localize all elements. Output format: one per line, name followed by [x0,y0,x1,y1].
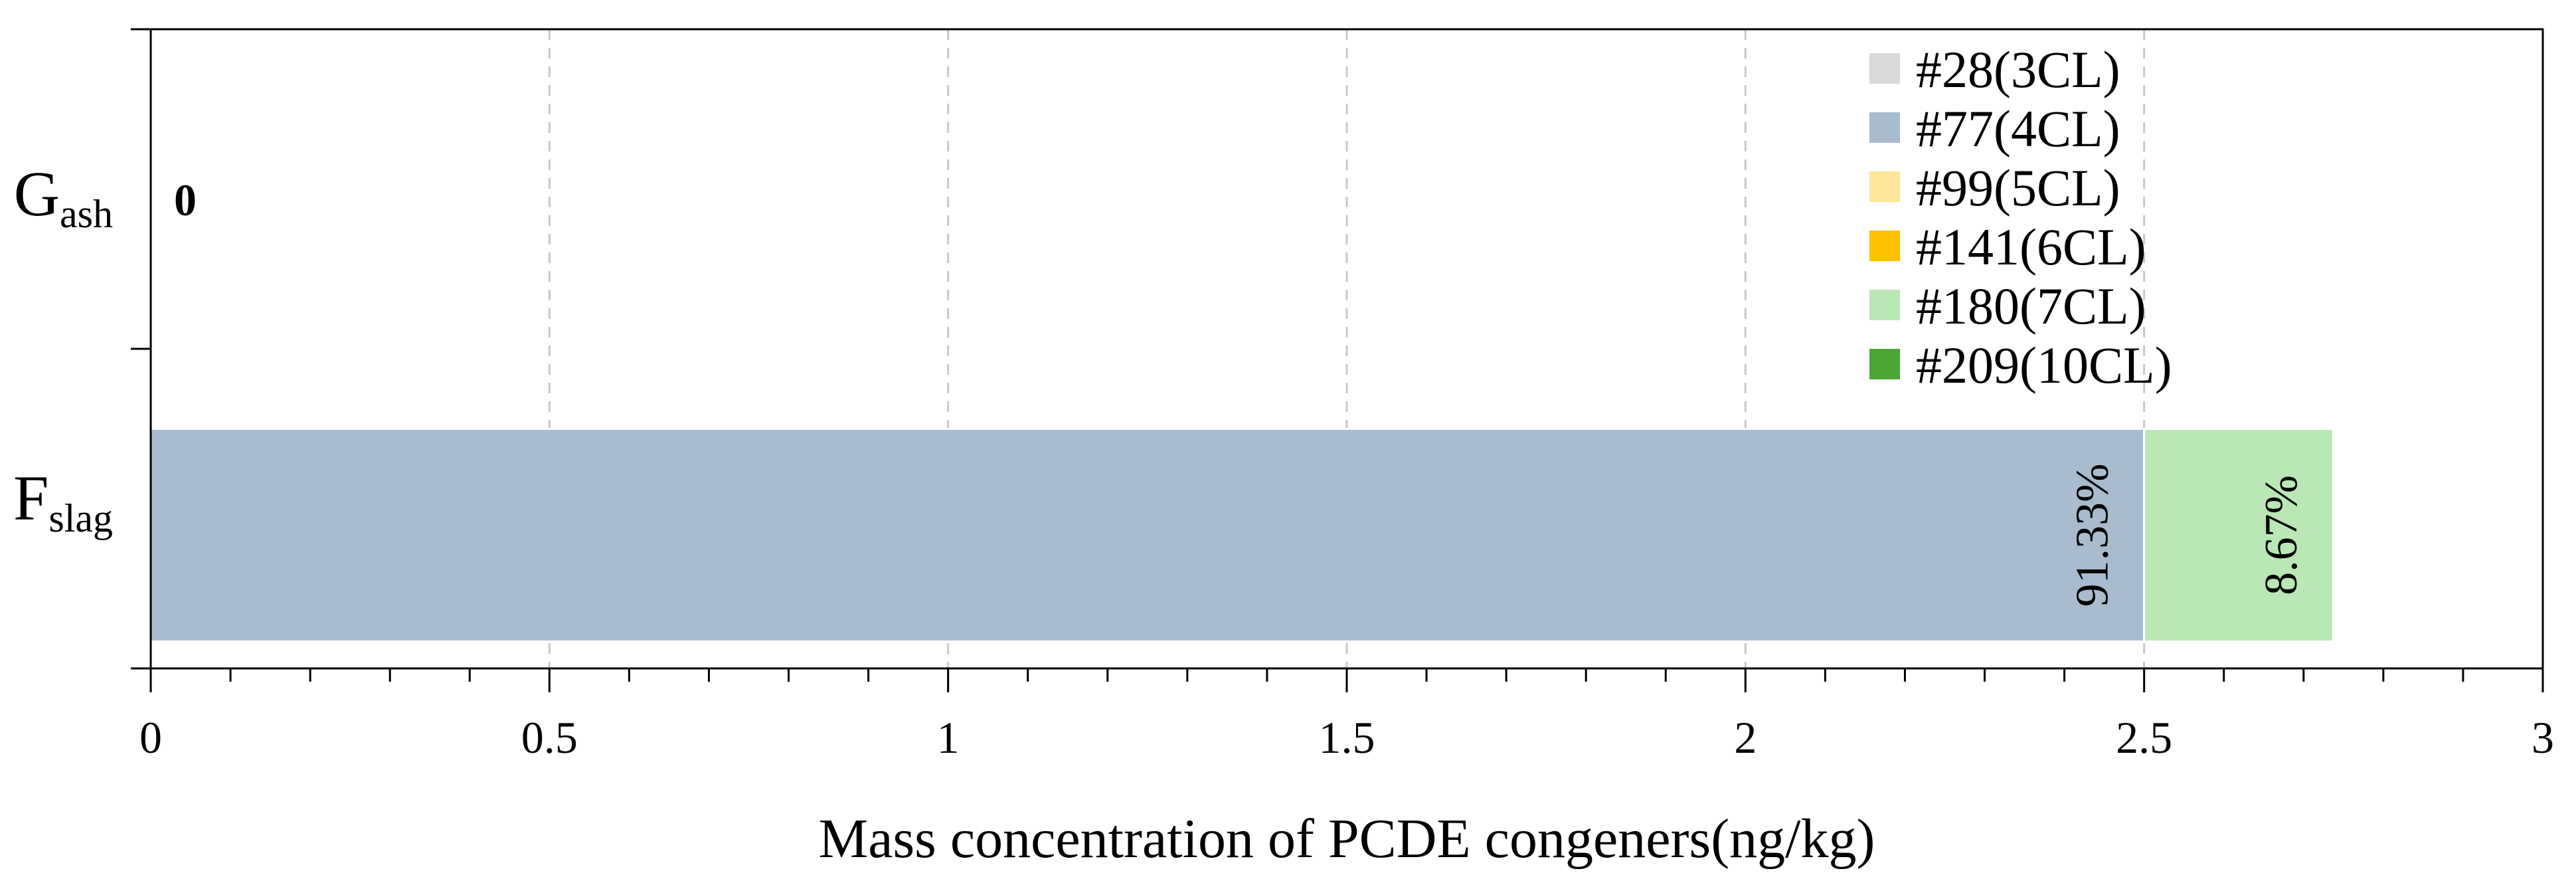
annotation-180-7cl-percent: 8.67% [2256,475,2307,595]
legend-swatch-141-6cl [1869,231,1900,261]
x-tick-label: 1 [937,712,960,763]
legend-label: #141(6CL) [1916,218,2146,276]
legend-swatch-209-10cl [1869,349,1900,379]
bar-annotations: 0 91.33% 8.67% [174,175,2307,607]
x-tick-label: 1.5 [1319,712,1375,763]
x-tick-label: 0 [139,712,162,763]
bar-fslag-180-7cl [2143,428,2334,642]
x-tick-labels: 0 0.5 1 1.5 2 2.5 3 [139,712,2554,763]
legend: #28(3CL)#77(4CL)#99(5CL)#141(6CL)#180(7C… [1869,41,2172,394]
y-category-label: Fslag [13,462,113,540]
legend-label: #77(4CL) [1916,100,2120,157]
y-category-label: Gash [14,158,113,236]
annotation-77-4cl-percent: 91.33% [2067,464,2118,607]
x-axis-title: Mass concentration of PCDE congeners(ng/… [819,808,1875,870]
y-category-labels: Gash Fslag [13,158,113,540]
legend-label: #99(5CL) [1916,159,2120,217]
axis-ticks [131,28,2544,692]
legend-swatch-77-4cl [1869,112,1900,143]
x-tick-label: 3 [2532,712,2554,763]
legend-label: #209(10CL) [1916,336,2172,394]
legend-swatch-180-7cl [1869,290,1900,320]
x-tick-label: 0.5 [521,712,578,763]
bar-fslag-77-4cl [149,428,2146,642]
x-gridlines [548,29,2146,668]
legend-swatch-28-3cl [1869,53,1900,84]
legend-label: #28(3CL) [1916,41,2120,98]
legend-swatch-99-5cl [1869,171,1900,202]
annotation-zero-value: 0 [174,175,197,225]
legend-label: #180(7CL) [1916,277,2146,335]
x-tick-label: 2.5 [2116,712,2172,763]
x-tick-label: 2 [1734,712,1757,763]
bar-segments [149,428,2334,642]
